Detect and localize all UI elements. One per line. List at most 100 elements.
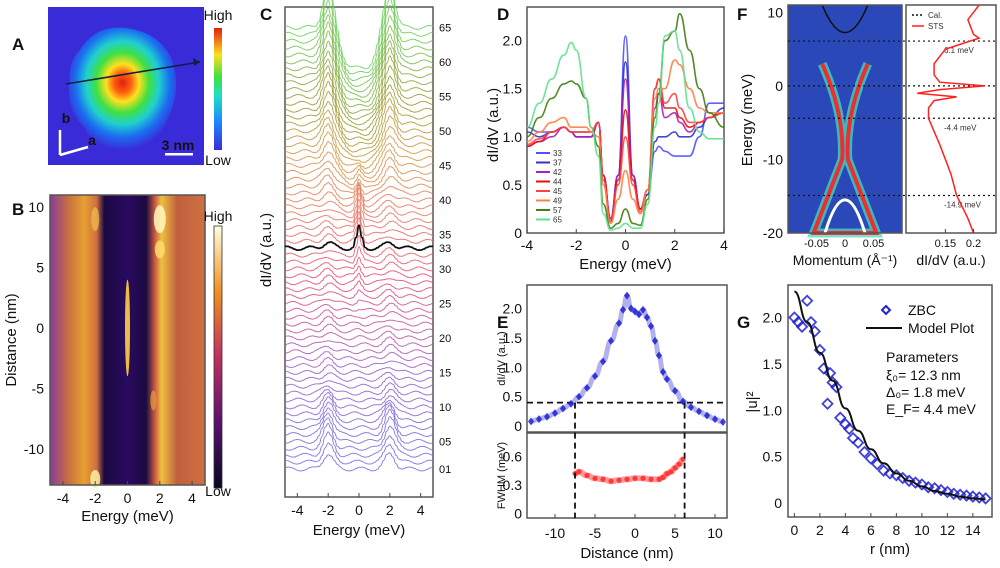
fwhm-data-point bbox=[668, 469, 674, 475]
x-tick-label: -5 bbox=[589, 525, 602, 541]
spectrum-curve bbox=[284, 21, 434, 98]
zbc-data-point bbox=[821, 397, 834, 411]
parameters-title: Parameters bbox=[886, 349, 958, 365]
spectrum-curve bbox=[284, 351, 434, 362]
scale-bar-label: 3 nm bbox=[162, 137, 195, 153]
panel-label-c: C bbox=[260, 5, 272, 24]
spectrum-curve bbox=[284, 272, 434, 286]
spectrum-curve bbox=[284, 80, 434, 137]
zbc-data-point bbox=[800, 294, 814, 308]
x-tick-label: 2 bbox=[156, 490, 164, 506]
x-tick-label: -4 bbox=[57, 490, 70, 506]
didv-data-point bbox=[688, 403, 694, 412]
legend-label-49: 49 bbox=[553, 197, 562, 206]
spectrum-curve bbox=[284, 323, 434, 334]
sts-plot-frame bbox=[905, 4, 997, 234]
curve-label-20: 20 bbox=[439, 333, 451, 345]
zbc-data-point bbox=[834, 411, 847, 424]
didv-data-point bbox=[568, 399, 574, 408]
legend-label-45: 45 bbox=[553, 187, 562, 196]
series-line-57 bbox=[526, 12, 725, 230]
coherence-peak-streak bbox=[91, 207, 100, 232]
spectrum-curve bbox=[284, 181, 434, 202]
y-tick-label: 1.0 bbox=[763, 402, 783, 418]
fwhm-data-point bbox=[656, 476, 662, 482]
legend-label-42: 42 bbox=[553, 168, 562, 177]
y-tick-label: 0.5 bbox=[503, 389, 523, 405]
fwhm-data-point bbox=[624, 476, 630, 482]
spectrum-curve bbox=[284, 356, 434, 369]
didv-data-point bbox=[624, 291, 630, 300]
zbc-data-point bbox=[842, 422, 856, 436]
x-tick-label: 6 bbox=[867, 522, 875, 538]
spectrum-curve bbox=[284, 90, 434, 141]
axis-b-label: b bbox=[62, 110, 71, 126]
y-tick-label: 5 bbox=[36, 260, 44, 276]
curve-label-35: 35 bbox=[439, 229, 451, 241]
legend-label-33: 33 bbox=[553, 149, 562, 158]
fwhm-data-point bbox=[660, 474, 666, 480]
spectrum-curve bbox=[284, 309, 434, 320]
y-tick-label: 0.5 bbox=[503, 177, 523, 193]
spectrum-curve bbox=[284, 98, 434, 147]
spectrum-curve bbox=[284, 174, 434, 195]
legend-marker-zbc bbox=[880, 304, 892, 316]
didv-data-point bbox=[528, 417, 534, 426]
spectrum-curve bbox=[284, 452, 434, 472]
coherence-peak-streak bbox=[90, 469, 101, 488]
reference-line-label: 6.1 meV bbox=[944, 46, 974, 55]
y-tick-label: 1.5 bbox=[763, 356, 783, 372]
spectrum-curve bbox=[284, 343, 434, 355]
y-axis-label: |u|² bbox=[744, 391, 761, 412]
spectrum-curve bbox=[284, 388, 434, 403]
x-tick-label: -2 bbox=[89, 490, 102, 506]
spectrum-curve bbox=[284, 105, 434, 153]
spectrum-curve bbox=[284, 404, 434, 431]
spectrum-curve bbox=[284, 47, 434, 114]
spectrum-curve bbox=[284, 382, 434, 396]
series-line-65 bbox=[526, 30, 724, 231]
spectrum-curve bbox=[284, 131, 434, 170]
legend-label-cal: Cal. bbox=[928, 11, 942, 20]
fwhm-data-point bbox=[676, 461, 682, 467]
spectrum-curve bbox=[284, 422, 434, 451]
didv-data-point bbox=[576, 392, 582, 401]
panel-label-d: D bbox=[497, 5, 509, 24]
plot-g-frame bbox=[787, 284, 993, 518]
colorbar-a-low-label: Low bbox=[205, 152, 232, 168]
x-axis-label: Distance (nm) bbox=[580, 545, 673, 562]
didv-data-point bbox=[560, 404, 566, 413]
zbc-data-point bbox=[795, 320, 809, 334]
fwhm-data-point bbox=[592, 475, 598, 481]
curve-label-40: 40 bbox=[439, 195, 451, 207]
colorbar-a-high-label: High bbox=[204, 7, 233, 23]
linecut-arrow bbox=[65, 61, 201, 85]
spectrum-curve bbox=[284, 149, 434, 180]
didv-data-point bbox=[636, 310, 642, 319]
x-tick-label: 0 bbox=[355, 502, 363, 518]
legend-label-57: 57 bbox=[553, 206, 562, 215]
x-axis-label: Energy (meV) bbox=[81, 508, 174, 525]
reference-line-label: -14.9 meV bbox=[944, 200, 982, 209]
x-tick-label: 2 bbox=[671, 237, 679, 253]
y-tick-label: 2.0 bbox=[503, 33, 523, 49]
spectrum-curve bbox=[284, 55, 434, 120]
panel-label-g: G bbox=[737, 313, 750, 332]
spectrum-curve bbox=[284, 401, 434, 424]
x-tick-label: -4 bbox=[291, 502, 304, 518]
x-tick-label: 4 bbox=[720, 237, 728, 253]
fwhm-data-point bbox=[608, 478, 614, 484]
x-axis-label: Energy (meV) bbox=[313, 522, 406, 539]
spectrum-curve bbox=[284, 0, 434, 82]
curve-label-01: 01 bbox=[439, 464, 451, 476]
scale-bar bbox=[165, 153, 193, 156]
legend-label-model: Model Plot bbox=[908, 320, 974, 336]
x-tick-label: -0.05 bbox=[804, 238, 829, 250]
curve-label-30: 30 bbox=[439, 264, 451, 276]
model-curve bbox=[793, 290, 986, 501]
parameter-value: E_F= 4.4 meV bbox=[886, 401, 977, 417]
x-axis-label-didv: dI/dV (a.u.) bbox=[916, 252, 985, 268]
curve-label-33: 33 bbox=[439, 243, 451, 255]
y-tick-label: 0 bbox=[514, 418, 522, 434]
x-tick-label: 0 bbox=[622, 237, 630, 253]
